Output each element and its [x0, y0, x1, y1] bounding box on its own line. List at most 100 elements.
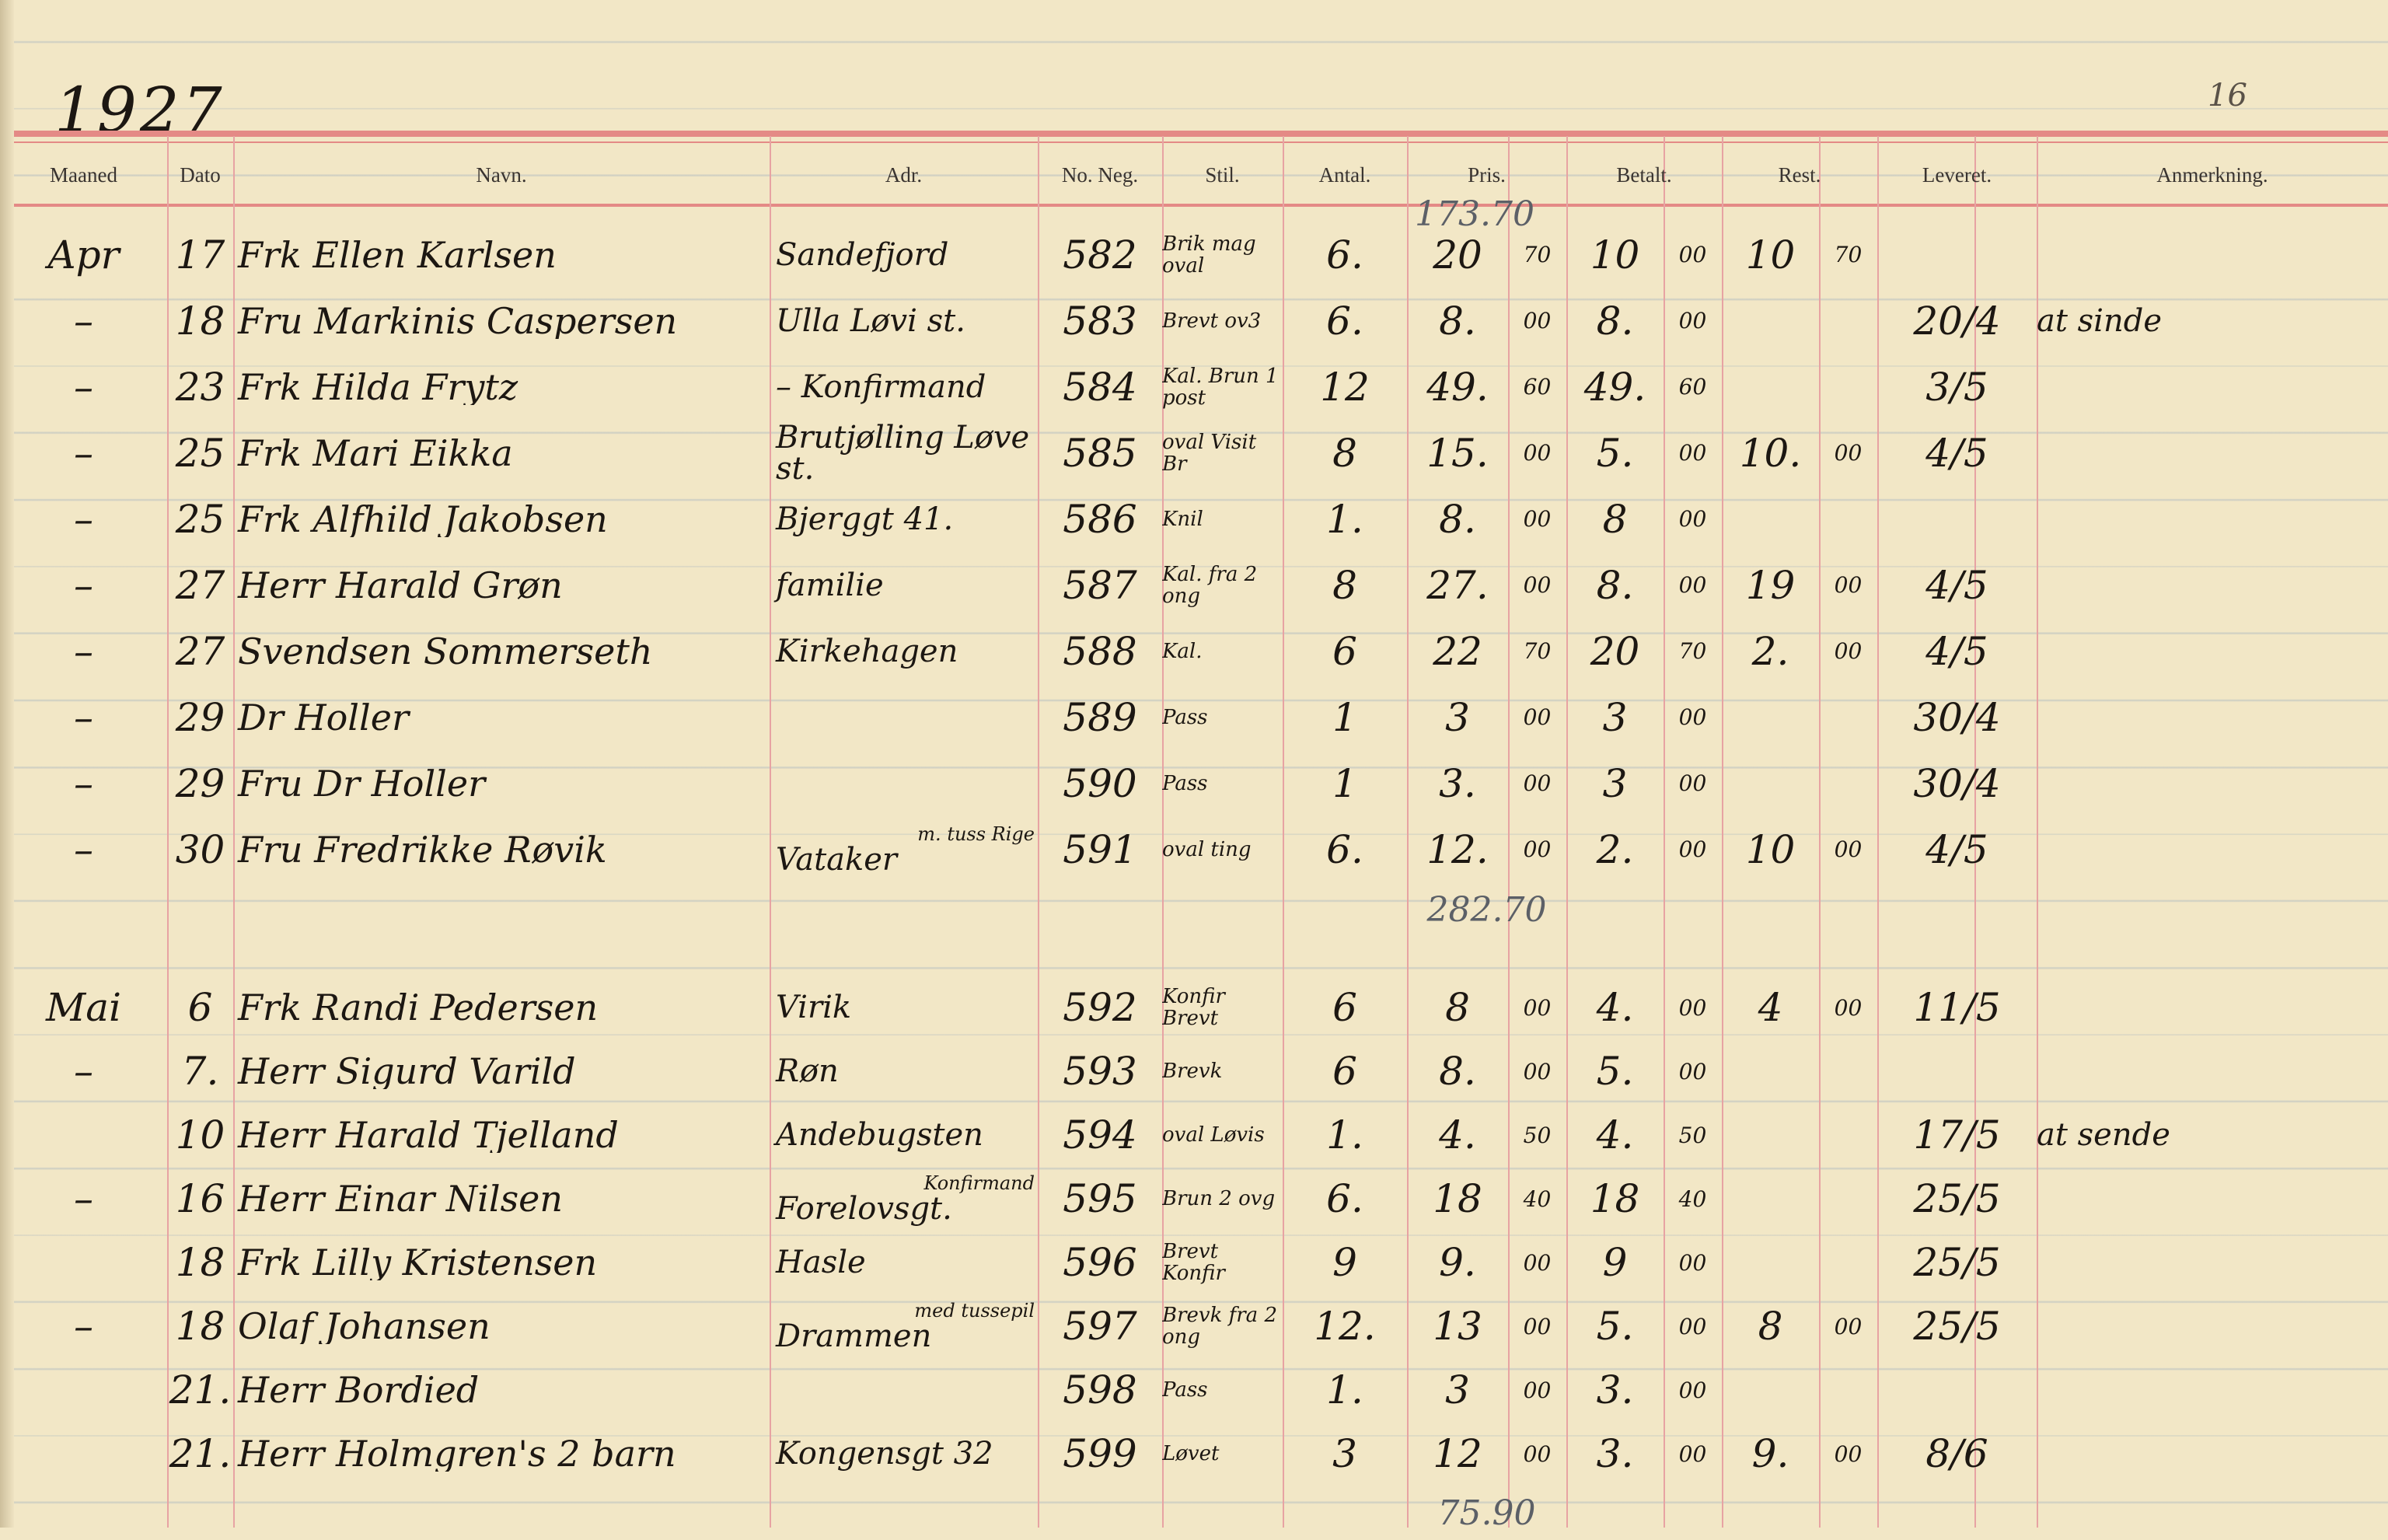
- month-cell-text: –: [74, 1304, 93, 1349]
- date-cell-text: 18: [175, 1240, 225, 1285]
- neg-number-cell: 585: [1038, 431, 1162, 476]
- delivered-cell-text: 17/5: [1913, 1112, 2001, 1158]
- rest-kr-cell-text: 2.: [1751, 628, 1789, 674]
- paid-kr-cell: 10: [1566, 232, 1664, 278]
- neg-number-cell-text: 591: [1063, 826, 1137, 872]
- neg-number-cell-text: 599: [1063, 1431, 1137, 1476]
- paid-ore-cell: 70: [1664, 638, 1722, 664]
- paid-ore-cell: 00: [1664, 1378, 1722, 1403]
- col-maaned: Maaned: [50, 162, 117, 187]
- date-cell-text: 18: [175, 298, 225, 344]
- price-kr-cell-text: 22: [1433, 628, 1482, 674]
- date-cell-text: 6: [187, 985, 213, 1030]
- price-ore-cell: 00: [1508, 1250, 1566, 1276]
- paid-kr-cell-text: 5.: [1596, 1049, 1634, 1094]
- delivered-cell-text: 8/6: [1925, 1431, 1988, 1476]
- price-ore-cell: 00: [1508, 770, 1566, 796]
- neg-number-cell-text: 587: [1063, 562, 1137, 608]
- column-ruling: [1283, 136, 1284, 1528]
- date-cell-text: 25: [175, 430, 225, 476]
- price-kr-cell-text: 8.: [1439, 1049, 1476, 1094]
- count-cell-text: 6: [1332, 628, 1357, 674]
- price-kr-cell: 49.: [1407, 365, 1508, 410]
- name-cell: Frk Lilly Kristensen: [233, 1245, 770, 1280]
- price-kr-cell: 8.: [1407, 299, 1508, 344]
- neg-number-cell: 594: [1038, 1112, 1162, 1158]
- paid-kr-cell-text: 10: [1590, 232, 1640, 278]
- date-cell: 18: [167, 1240, 233, 1285]
- paid-kr-cell: 8: [1566, 497, 1664, 542]
- paid-ore-cell: 00: [1664, 308, 1722, 333]
- month-cell: –: [0, 431, 167, 476]
- date-cell-text: 29: [175, 760, 225, 806]
- rest-kr-cell: 2.: [1722, 629, 1819, 674]
- paid-ore-cell: 40: [1664, 1186, 1722, 1212]
- price-kr-cell-text: 3: [1445, 1367, 1470, 1413]
- paid-ore-cell-text: 00: [1678, 308, 1707, 333]
- style-cell: oval Løvis: [1162, 1124, 1283, 1146]
- rest-kr-cell: 9.: [1722, 1431, 1819, 1476]
- header-rule-top: [14, 131, 2388, 137]
- ledger-row: – 30 Fru Fredrikke Røvik m. tuss Rige Vatake…: [0, 816, 2388, 882]
- book-binding: [0, 0, 14, 1528]
- name-cell-text: Frk Randi Pedersen: [238, 990, 599, 1025]
- price-ore-cell: 00: [1508, 995, 1566, 1021]
- date-cell: 10: [167, 1112, 233, 1158]
- month-cell-text: –: [74, 496, 93, 542]
- address-cell-text: Virik: [776, 990, 852, 1025]
- neg-number-cell-text: 593: [1063, 1049, 1137, 1094]
- price-kr-cell: 4.: [1407, 1112, 1508, 1158]
- delivered-cell: 4/5: [1877, 563, 2037, 608]
- price-ore-cell-text: 00: [1523, 836, 1552, 862]
- delivered-cell: 20/4: [1877, 299, 2037, 344]
- count-cell-text: 12: [1320, 364, 1370, 410]
- month-cell-text: –: [74, 628, 93, 674]
- ledger-row: – 27 Svendsen Sommerseth Kirkehagen 588 Kal. 6…: [0, 618, 2388, 684]
- month-cell: –: [0, 563, 167, 608]
- rest-kr-cell-text: 4: [1758, 985, 1783, 1030]
- rest-ore-cell: 00: [1819, 440, 1877, 466]
- delivered-cell-text: 30/4: [1913, 694, 2001, 740]
- price-kr-cell-text: 3: [1445, 694, 1470, 740]
- rest-kr-cell: 8: [1722, 1304, 1819, 1349]
- count-cell-text: 1: [1332, 760, 1357, 806]
- price-kr-cell: 3: [1407, 1367, 1508, 1413]
- date-cell: 25: [167, 497, 233, 542]
- name-cell-text: Olaf Johansen: [238, 1308, 491, 1344]
- count-cell: 6.: [1283, 1176, 1407, 1221]
- date-cell-text: 29: [175, 694, 225, 740]
- delivered-cell: 25/5: [1877, 1304, 2037, 1349]
- price-kr-cell: 3: [1407, 695, 1508, 740]
- rest-kr-cell: 10: [1722, 827, 1819, 872]
- date-cell-text: 17: [175, 232, 225, 278]
- name-cell: Fru Dr Holler: [233, 766, 770, 801]
- date-cell: 25: [167, 431, 233, 476]
- paid-kr-cell: 3: [1566, 761, 1664, 806]
- style-cell: Pass: [1162, 1379, 1283, 1401]
- ledger-row: 18 Frk Lilly Kristensen Hasle 596 Brevt Konf…: [0, 1231, 2388, 1294]
- price-ore-cell: 00: [1508, 1441, 1566, 1467]
- ledger-row: – 29 Dr Holler 589 Pass 1 3 00 3 00 30/4: [0, 684, 2388, 750]
- address-cell-text: Brutjølling Løve st.: [776, 420, 1030, 486]
- address-cell: Brutjølling Løve st.: [770, 420, 1038, 486]
- delivered-cell-text: 25/5: [1913, 1240, 2001, 1285]
- paid-kr-cell-text: 8.: [1596, 298, 1634, 344]
- date-cell-text: 7.: [181, 1049, 219, 1094]
- rest-kr-cell: 19: [1722, 563, 1819, 608]
- paid-kr-cell-text: 49.: [1583, 364, 1646, 410]
- style-cell-text: Brevt ov3: [1162, 309, 1262, 332]
- address-cell: Kongensgt 32: [770, 1422, 1038, 1486]
- paid-kr-cell-text: 8.: [1596, 562, 1634, 608]
- price-ore-cell-text: 50: [1523, 1122, 1552, 1148]
- address-cell: m. tuss Rige Vataker: [770, 816, 1038, 882]
- delivered-cell-text: 25/5: [1913, 1304, 2001, 1349]
- count-cell: 9: [1283, 1240, 1407, 1285]
- neg-number-cell: 597: [1038, 1304, 1162, 1349]
- paid-ore-cell: 00: [1664, 704, 1722, 730]
- name-cell: Herr Harald Grøn: [233, 567, 770, 603]
- price-ore-cell-text: 00: [1523, 440, 1552, 466]
- price-ore-cell-text: 70: [1523, 242, 1552, 267]
- paid-kr-cell-text: 2.: [1596, 826, 1634, 872]
- col-leveret: Leveret.: [1922, 162, 1992, 187]
